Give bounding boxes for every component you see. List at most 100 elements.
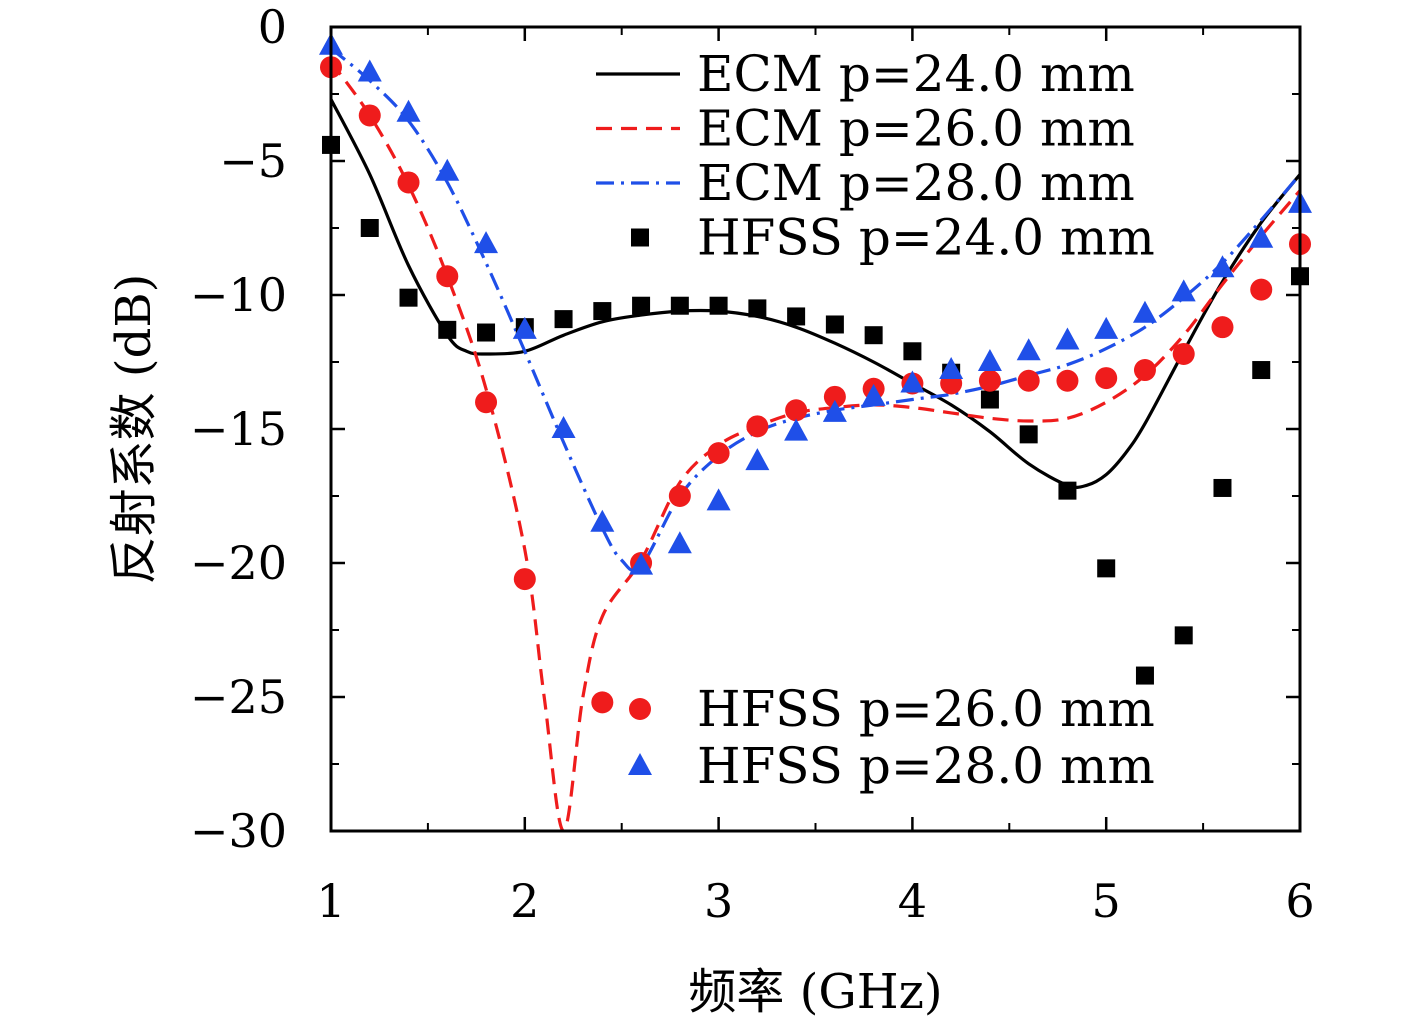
data-point-circle: [1056, 369, 1079, 392]
x-tick-label: 5: [1092, 874, 1121, 928]
data-point-triangle: [977, 349, 1002, 371]
x-tick-label: 6: [1285, 874, 1314, 928]
y-tick-label: −25: [190, 670, 287, 724]
data-point-square: [1213, 478, 1232, 497]
data-point-square: [825, 315, 844, 334]
data-point-circle: [785, 399, 808, 422]
legend-entry: HFSS p=24.0 mm: [631, 209, 1155, 267]
data-point-square: [670, 296, 689, 315]
legend-swatch-marker: [628, 753, 652, 775]
data-point-circle: [1133, 359, 1156, 382]
x-tick-label: 3: [704, 874, 733, 928]
data-point-triangle: [939, 357, 964, 380]
legend-entry: ECM p=24.0 mm: [596, 45, 1135, 103]
data-point-triangle: [512, 316, 537, 339]
data-point-triangle: [900, 370, 925, 393]
data-point-square: [399, 288, 418, 307]
legend-label: HFSS p=28.0 mm: [697, 737, 1155, 795]
data-point-circle: [475, 391, 498, 414]
data-point-square: [360, 219, 379, 237]
data-point-square: [438, 320, 457, 339]
data-point-triangle: [396, 99, 421, 122]
data-point-circle: [746, 415, 769, 438]
data-point-square: [864, 326, 883, 345]
legend-label: ECM p=26.0 mm: [697, 100, 1135, 158]
data-point-square: [1135, 666, 1154, 685]
data-point-circle: [1017, 369, 1040, 392]
x-tick-label: 1: [316, 874, 345, 928]
data-point-circle: [513, 568, 536, 591]
legend-swatch-marker: [631, 228, 649, 247]
data-point-circle: [591, 691, 614, 714]
data-point-circle: [1095, 367, 1118, 390]
data-point-triangle: [474, 231, 499, 254]
data-point-triangle: [706, 488, 731, 511]
plot-frame: [329, 25, 1302, 833]
data-point-triangle: [822, 399, 847, 422]
data-point-circle: [358, 104, 381, 127]
data-point-triangle: [667, 531, 692, 554]
data-point-triangle: [1055, 327, 1080, 350]
data-point-triangle: [629, 552, 654, 575]
series-line-0: [331, 98, 1300, 489]
data-point-circle: [397, 171, 420, 194]
data-point-circle: [823, 385, 846, 408]
x-axis-label: 频率 (GHz): [688, 964, 942, 1020]
y-tick-label: 0: [258, 0, 287, 54]
data-point-triangle: [1016, 338, 1041, 361]
data-point-square: [709, 296, 728, 315]
data-point-square: [593, 302, 612, 321]
y-tick-label: −15: [190, 402, 287, 456]
data-point-circle: [668, 485, 691, 507]
data-point-square: [1019, 425, 1038, 444]
x-tick-label: 4: [898, 874, 927, 928]
data-point-triangle: [590, 509, 615, 532]
series-markers: [319, 32, 1312, 714]
series-line-1: [331, 60, 1300, 831]
data-point-triangle: [1249, 225, 1274, 248]
y-tick-label: −30: [190, 804, 287, 858]
y-axis-label: 反射系数 (dB): [106, 274, 162, 585]
x-tick-label: 2: [510, 874, 539, 928]
data-point-triangle: [1210, 255, 1235, 278]
data-point-square: [1252, 361, 1271, 380]
data-point-triangle: [745, 448, 770, 471]
legend-label: ECM p=24.0 mm: [697, 45, 1135, 103]
y-tick-label: −20: [190, 536, 287, 590]
data-point-triangle: [1132, 300, 1157, 323]
legend-entry: ECM p=28.0 mm: [596, 154, 1135, 212]
data-point-square: [980, 390, 999, 409]
legend-entry: HFSS p=26.0 mm: [629, 680, 1155, 738]
data-point-circle: [1211, 316, 1234, 339]
legend-label: HFSS p=26.0 mm: [697, 680, 1155, 738]
data-point-square: [632, 296, 651, 315]
tick-labels: 1 2 3 4 5 6 0 −5 −10 −15 −20 −25 −30: [190, 0, 1315, 928]
data-point-square: [787, 307, 806, 326]
legend-entry: HFSS p=28.0 mm: [628, 737, 1155, 795]
data-point-triangle: [1171, 279, 1196, 302]
legend-swatch-marker: [629, 698, 651, 720]
data-point-triangle: [435, 158, 460, 181]
data-point-square: [903, 342, 922, 361]
data-point-circle: [1172, 342, 1195, 365]
data-point-triangle: [784, 418, 809, 441]
data-point-square: [1174, 626, 1193, 645]
data-point-circle: [978, 369, 1001, 392]
data-point-square: [748, 299, 767, 318]
data-point-square: [1097, 559, 1116, 578]
data-point-square: [1058, 481, 1077, 500]
y-tick-label: −5: [219, 134, 287, 188]
legend-entry: ECM p=26.0 mm: [596, 100, 1135, 158]
series-lines: [331, 47, 1300, 831]
data-point-square: [477, 323, 496, 342]
data-point-triangle: [1094, 316, 1119, 339]
data-point-square: [554, 310, 573, 329]
legend-label: HFSS p=24.0 mm: [697, 209, 1155, 267]
data-point-circle: [707, 442, 730, 465]
data-point-triangle: [861, 383, 886, 406]
data-point-circle: [1250, 278, 1273, 301]
y-tick-label: −10: [190, 268, 287, 322]
